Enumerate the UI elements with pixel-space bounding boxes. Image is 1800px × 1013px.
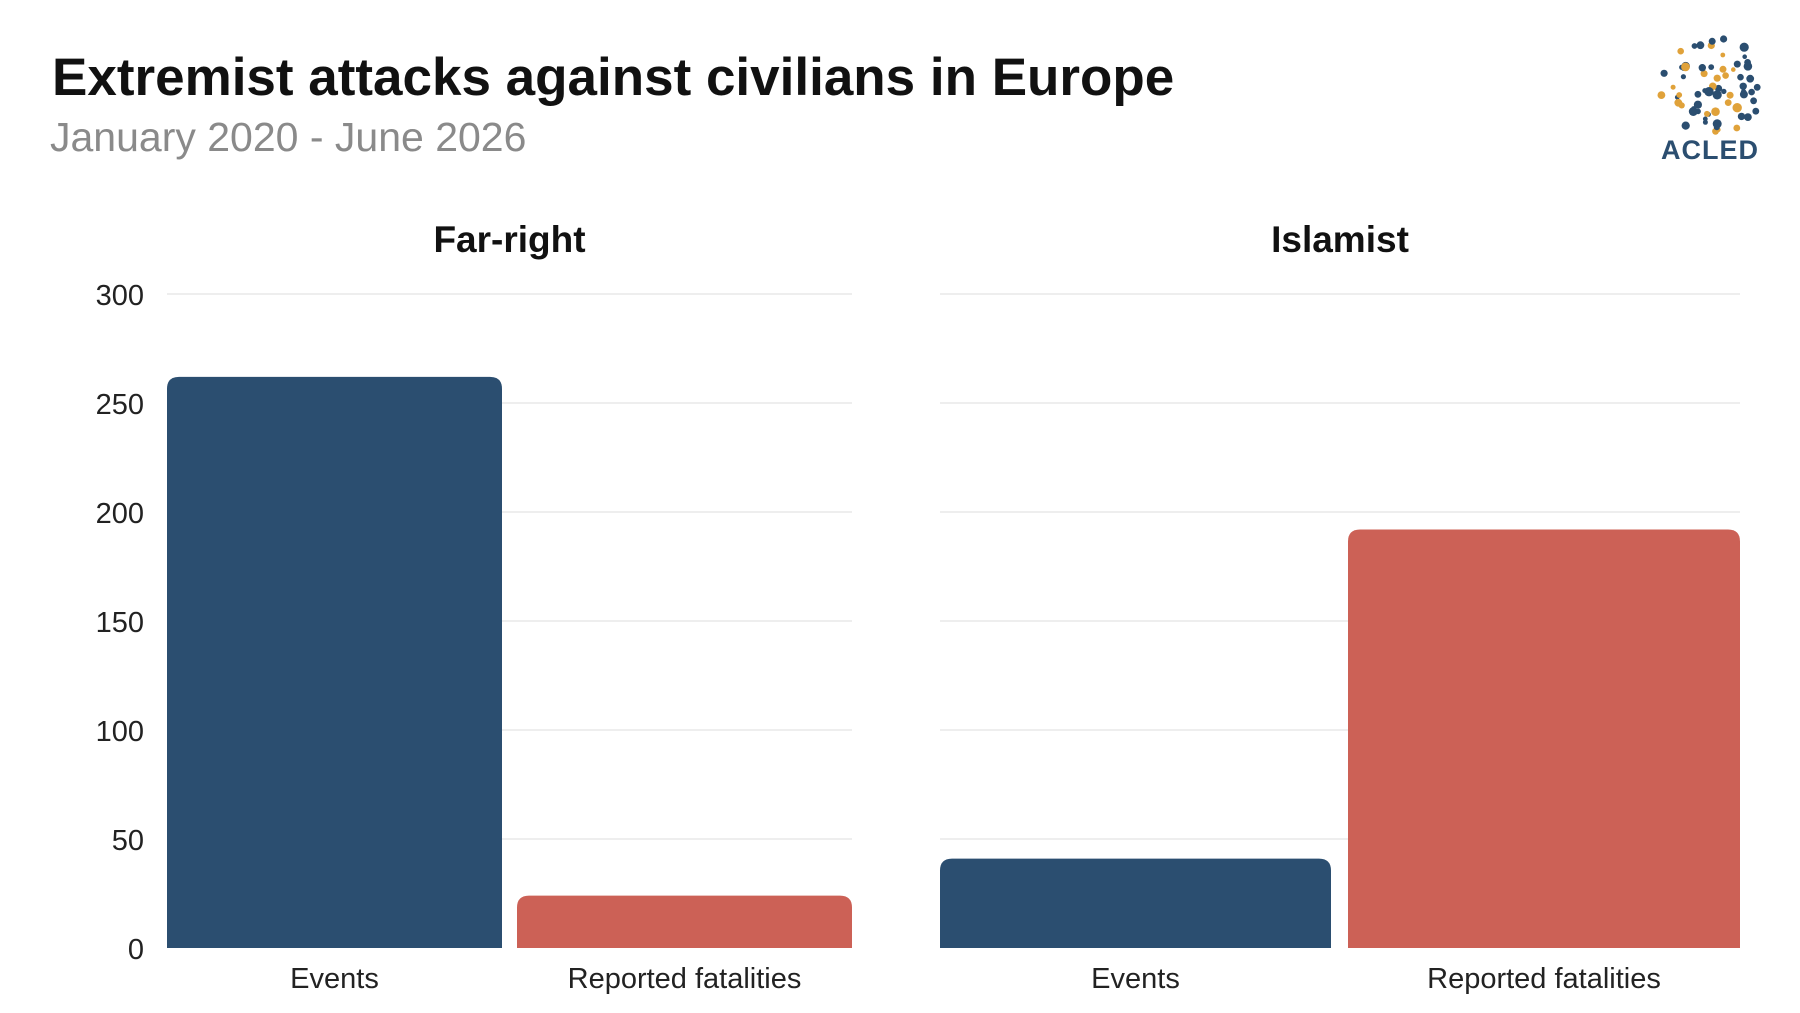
logo-dot	[1743, 62, 1753, 71]
panel-islamist: Islamist Events Reported fatalities	[940, 219, 1740, 995]
logo-dot	[1731, 67, 1736, 72]
logo-dot	[1746, 74, 1755, 83]
logo-dot	[1752, 107, 1760, 115]
y-tick-label: 0	[128, 934, 144, 966]
x-category-label: Reported fatalities	[1427, 963, 1661, 995]
logo-dot	[1742, 54, 1747, 59]
logo-dot	[1740, 89, 1747, 95]
logo-dot	[1750, 97, 1757, 105]
logo-dot	[1753, 83, 1761, 91]
logo-dot	[1720, 52, 1726, 58]
logo-dot	[1713, 74, 1721, 82]
x-category-label: Events	[290, 963, 379, 995]
logo-dot	[1691, 43, 1698, 49]
logo-dot	[1696, 41, 1705, 50]
panel-title: Islamist	[1271, 219, 1409, 260]
y-tick-label: 50	[112, 825, 144, 857]
logo-dot	[1739, 42, 1749, 52]
panel-far-right: 0 50 100 150 200 250 300 Far-right Events Reporte…	[96, 219, 852, 995]
logo-dot	[1722, 72, 1729, 79]
x-category-label: Reported fatalities	[568, 963, 802, 995]
logo-dot	[1719, 65, 1727, 73]
chart-panels: 0 50 100 150 200 250 300 Far-right Events Reporte…	[96, 219, 1740, 995]
logo-dot	[1733, 60, 1741, 68]
logo-dot	[1715, 84, 1723, 93]
logo-dot	[1676, 92, 1683, 98]
logo-dot	[1688, 107, 1698, 116]
logo-dot	[1670, 84, 1676, 90]
y-tick-label: 250	[96, 389, 144, 421]
logo-dot	[1693, 100, 1702, 109]
y-tick-label: 150	[96, 607, 144, 639]
logo-dot	[1721, 88, 1727, 95]
panel-title: Far-right	[433, 219, 585, 260]
logo-dot	[1712, 119, 1722, 129]
logo-dot	[1702, 88, 1708, 94]
chart-subtitle: January 2020 - June 2026	[50, 114, 526, 160]
logo-dot	[1699, 64, 1706, 70]
logo-dot	[1712, 90, 1722, 100]
logo-dot	[1739, 82, 1747, 91]
globe-dots-icon	[1657, 35, 1761, 135]
logo-wordmark: ACLED	[1661, 135, 1759, 165]
logo-dot	[1748, 88, 1755, 96]
logo-dot	[1726, 91, 1734, 99]
bar-events	[167, 376, 502, 949]
y-tick-label: 300	[96, 280, 144, 312]
bar-events	[940, 858, 1331, 948]
logo-dot	[1737, 73, 1744, 81]
logo-dot	[1708, 37, 1716, 45]
logo-dot	[1677, 47, 1684, 55]
logo-dot	[1708, 64, 1715, 70]
logo-dot	[1704, 110, 1710, 117]
logo-dot	[1681, 121, 1690, 130]
bar-reported-fatalities	[1348, 529, 1740, 948]
logo-dot	[1657, 91, 1666, 99]
acled-logo: ACLED	[1657, 35, 1761, 165]
logo-dot	[1711, 107, 1720, 116]
logo-dot	[1744, 113, 1752, 121]
chart-title: Extremist attacks against civilians in E…	[52, 48, 1174, 107]
logo-dot	[1660, 69, 1668, 77]
x-category-label: Events	[1091, 963, 1180, 995]
logo-dot	[1732, 103, 1742, 113]
y-tick-label: 100	[96, 716, 144, 748]
logo-dot	[1733, 124, 1741, 132]
logo-dot	[1702, 119, 1708, 125]
logo-dot	[1680, 74, 1686, 80]
logo-dot	[1700, 70, 1708, 78]
logo-dot	[1724, 99, 1732, 106]
logo-dot	[1694, 90, 1702, 98]
logo-dot	[1720, 35, 1728, 43]
logo-dot	[1678, 102, 1685, 109]
y-tick-label: 200	[96, 498, 144, 530]
logo-dot	[1681, 62, 1690, 72]
bar-reported-fatalities	[517, 895, 852, 948]
logo-dot	[1737, 112, 1746, 121]
